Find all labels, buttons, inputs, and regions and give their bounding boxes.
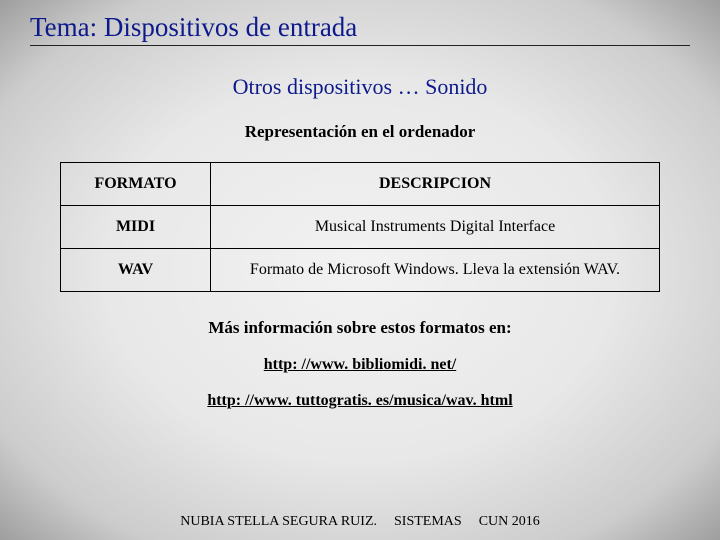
title-underline bbox=[30, 45, 690, 46]
slide-title: Tema: Dispositivos de entrada bbox=[30, 12, 690, 43]
title-block: Tema: Dispositivos de entrada bbox=[30, 8, 690, 52]
cell-format-name: WAV bbox=[61, 249, 211, 292]
more-info-label: Más información sobre estos formatos en: bbox=[30, 318, 690, 338]
table-row: MIDI Musical Instruments Digital Interfa… bbox=[61, 206, 660, 249]
slide: Tema: Dispositivos de entrada Otros disp… bbox=[0, 0, 720, 540]
title-text: Dispositivos de entrada bbox=[104, 12, 357, 42]
section-heading: Representación en el ordenador bbox=[30, 122, 690, 142]
cell-format-name: MIDI bbox=[61, 206, 211, 249]
cell-format-desc: Musical Instruments Digital Interface bbox=[211, 206, 660, 249]
cell-format-desc: Formato de Microsoft Windows. Lleva la e… bbox=[211, 249, 660, 292]
link-2[interactable]: http: //www. tuttogratis. es/musica/wav.… bbox=[30, 392, 690, 410]
link-1[interactable]: http: //www. bibliomidi. net/ bbox=[30, 356, 690, 374]
table-header-row: FORMATO DESCRIPCION bbox=[61, 163, 660, 206]
col-header-formato: FORMATO bbox=[61, 163, 211, 206]
formats-table: FORMATO DESCRIPCION MIDI Musical Instrum… bbox=[60, 162, 660, 292]
footer-org-year: CUN 2016 bbox=[479, 514, 540, 529]
table-row: WAV Formato de Microsoft Windows. Lleva … bbox=[61, 249, 660, 292]
title-prefix: Tema: bbox=[30, 12, 104, 42]
footer: NUBIA STELLA SEGURA RUIZ. SISTEMAS CUN 2… bbox=[0, 514, 720, 530]
footer-course: SISTEMAS bbox=[394, 514, 462, 529]
subtitle: Otros dispositivos … Sonido bbox=[30, 74, 690, 100]
col-header-descripcion: DESCRIPCION bbox=[211, 163, 660, 206]
footer-author: NUBIA STELLA SEGURA RUIZ. bbox=[180, 514, 377, 529]
